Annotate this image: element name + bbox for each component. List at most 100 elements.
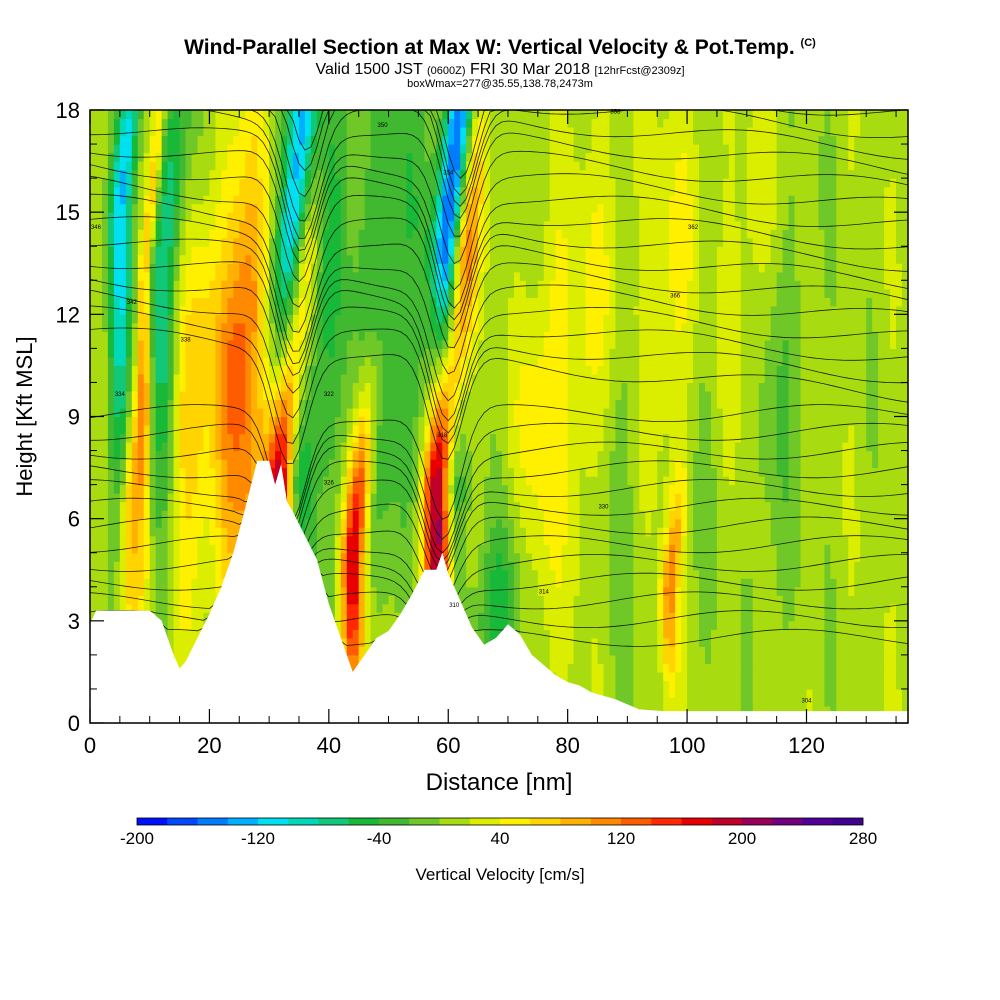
heat-cell [460,578,467,588]
heat-cell [113,161,121,171]
heat-cell [161,620,169,630]
heat-cell [436,390,443,401]
heat-cell [173,144,181,154]
heat-cell [293,382,300,392]
heat-cell [191,425,199,435]
heat-cell [209,237,216,247]
heat-cell [173,544,181,554]
heat-cell [233,373,240,384]
heat-cell [490,203,497,213]
heat-cell [113,501,121,511]
heat-cell [358,544,366,554]
heat-cell [179,254,187,264]
heat-cell [263,254,270,264]
heat-cell [442,297,449,307]
heat-cell [161,195,169,205]
heat-cell [340,484,348,494]
heat-cell [334,365,342,375]
heat-cell [466,254,473,264]
heat-cell [215,212,222,222]
heat-cell [382,390,390,401]
heat-cell [388,135,396,145]
heat-cell [227,271,234,281]
heat-cell [394,476,402,486]
heat-cell [376,314,384,324]
heat-cell [137,271,145,281]
heat-cell [490,390,497,401]
heat-cell [227,399,234,409]
heat-cell [328,552,336,562]
heat-cell [304,110,312,120]
heat-cell [101,382,109,392]
heat-cell [382,484,390,494]
heat-cell [137,144,145,154]
heat-cell [149,186,157,196]
heat-cell [424,459,431,469]
heat-cell [263,365,270,375]
heat-cell [346,544,354,554]
heat-cell [209,135,216,145]
heat-cell [316,135,324,145]
heat-cell [167,271,175,281]
heat-cell [221,535,228,545]
heat-cell [394,390,402,401]
heat-cell [340,288,348,298]
heat-cell [346,339,354,349]
heat-cell [316,484,324,494]
heat-cell [346,152,354,162]
heat-cell [382,263,390,273]
heat-cell [161,586,169,596]
heat-cell [328,110,336,120]
heat-cell [418,365,425,375]
heat-cell [185,459,193,469]
heat-cell [137,203,145,213]
heat-cell [460,535,467,545]
heat-cell [275,271,282,281]
heat-cell [137,407,145,418]
heat-cell [209,254,216,264]
heat-cell [358,637,366,647]
heat-cell [275,467,282,477]
heat-cell [322,348,330,358]
heat-cell [436,237,443,247]
heat-cell [113,493,121,503]
heat-cell [346,297,354,307]
heat-cell [95,416,103,426]
heat-cell [179,527,187,537]
heat-cell [137,399,145,409]
heat-cell [245,203,252,213]
heat-cell [490,416,497,426]
heat-cell [197,518,205,528]
heat-cell [334,518,342,528]
heat-cell [406,527,414,537]
heat-cell [460,518,467,528]
heat-cell [113,586,121,596]
heat-cell [388,288,396,298]
heat-cell [501,510,509,520]
heat-cell [316,382,324,392]
heat-cell [155,144,163,154]
heat-cell [155,348,163,358]
heat-cell [334,450,342,460]
heat-cell [203,152,211,162]
heat-cell [472,152,479,162]
heat-cell [496,501,503,511]
heat-cell [316,535,324,545]
heat-cell [346,254,354,264]
heat-cell [328,246,336,256]
heat-cell [95,297,103,307]
heat-cell [298,178,306,188]
heat-cell [209,297,216,307]
heat-cell [352,314,360,324]
heat-cell [490,501,497,511]
heat-cell [460,476,467,486]
heat-cell [418,254,425,264]
heat-cell [418,450,425,460]
heat-cell [239,459,246,469]
heat-cell [496,144,503,154]
heat-cell [382,552,390,562]
heat-cell [239,373,246,384]
heat-cell [496,365,503,375]
heat-cell [448,152,455,162]
heat-cell [281,203,288,213]
